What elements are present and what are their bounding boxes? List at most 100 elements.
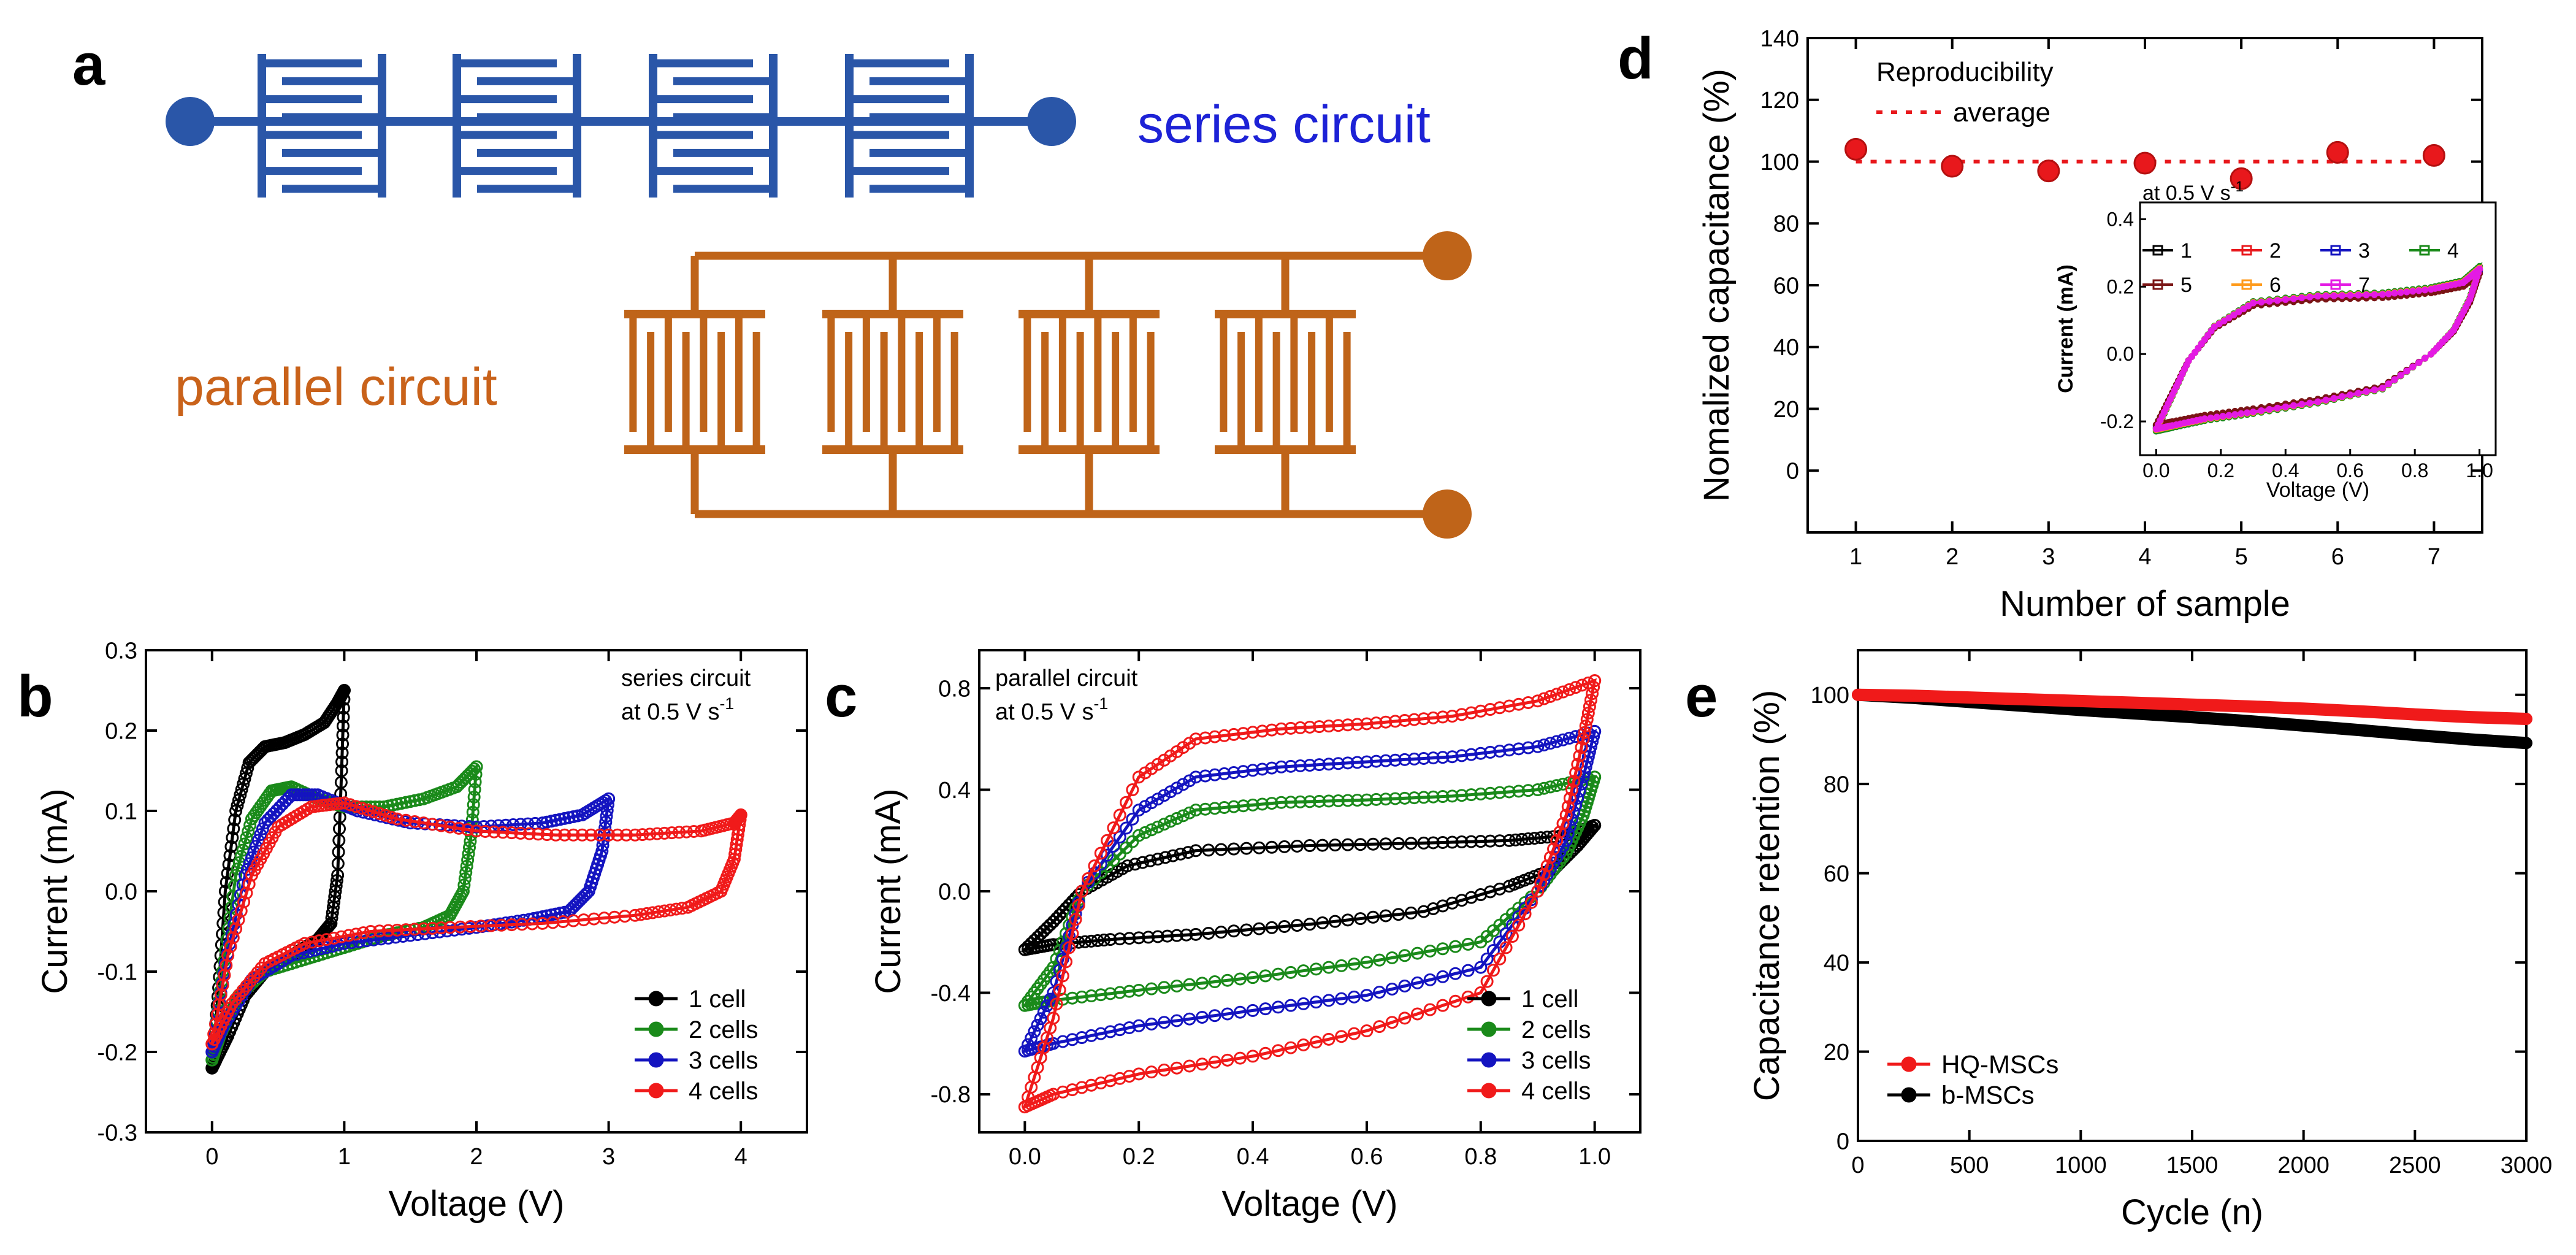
c-cv-point (1483, 703, 1497, 716)
parallel-finger (1272, 332, 1280, 454)
d-inset-y-tick-label: -0.2 (2100, 410, 2134, 432)
c-cv-point (1189, 732, 1202, 746)
c-cv-point (1075, 990, 1088, 1004)
b-cv-point (240, 886, 253, 900)
c-cv-point (1271, 1000, 1285, 1014)
c-cv-point (1294, 759, 1307, 772)
c-cv-point (1398, 713, 1412, 727)
c-cv-point (1474, 704, 1488, 718)
d-inset-cv-point (2347, 291, 2354, 299)
e-data-point (2134, 711, 2139, 716)
b-legend-marker (648, 1021, 664, 1037)
d-data-point (2326, 140, 2349, 164)
b-cv-point (593, 828, 606, 842)
c-cv-point (1237, 799, 1250, 813)
b-cv-point (454, 775, 468, 789)
c-cv-point (1037, 1005, 1050, 1019)
e-data-point (2134, 700, 2139, 705)
d-inset-cv-point (2363, 388, 2370, 395)
d-inset-legend-label: 2 (2269, 239, 2281, 263)
e-legend-marker (1901, 1087, 1917, 1103)
d-inset-cv-point (2266, 297, 2273, 305)
c-cv-point (1120, 796, 1133, 809)
parallel-finger (735, 310, 743, 432)
c-cv-point (1246, 798, 1259, 812)
c-cv-point (1085, 934, 1098, 948)
c-cv-point (1360, 717, 1374, 731)
b-cv-point (336, 728, 350, 742)
c-cv-point (1113, 1023, 1126, 1037)
e-data-point (2190, 702, 2195, 707)
d-inset-cv-point (2403, 288, 2410, 296)
chart-d-reproducibility: 1 2 3 4 5 6 7 0 20 40 60 80 100 120 140 Number of sampl… (1697, 26, 2497, 624)
c-cv-point (1341, 838, 1355, 851)
c-cv-point (1297, 964, 1310, 978)
b-cv-point (240, 831, 253, 845)
c-cv-point (1082, 872, 1095, 885)
b-cv-point (470, 760, 483, 773)
d-inset-cv-point (2322, 396, 2329, 404)
d-inset-cv-point (2403, 367, 2410, 375)
b-cv-point (458, 872, 472, 886)
e-data-point (2356, 727, 2362, 733)
e-x-tick-label: 2500 (2389, 1153, 2441, 1178)
b-cv-point (367, 805, 380, 818)
b-legend-label: 4 cells (689, 1078, 758, 1105)
b-cv-point (575, 891, 589, 905)
b-cv-point (729, 843, 743, 856)
d-inset-cv-point (2238, 410, 2245, 417)
b-cv-point (582, 885, 595, 898)
b-cv-point (313, 934, 326, 948)
series-finger (869, 77, 974, 85)
c-cv-point (1474, 961, 1488, 974)
d-inset-cv-point (2355, 390, 2362, 397)
c-cv-point (1461, 964, 1475, 977)
b-cv-point (232, 913, 245, 927)
d-inset-cv-point (2339, 393, 2346, 401)
series-finger (673, 113, 778, 121)
parallel-cell-bus-bottom (624, 445, 765, 454)
c-cv-point (1199, 802, 1212, 816)
c-cv-point (1515, 832, 1529, 846)
c-cv-point (1218, 767, 1231, 780)
b-cv-point (470, 824, 483, 838)
c-cv-point (1113, 932, 1126, 946)
d-inset-cv-point (2298, 294, 2306, 302)
series-finger (477, 185, 581, 193)
d-inset-y-tick-label: 0.2 (2107, 275, 2134, 297)
c-cv-point (1227, 842, 1240, 856)
d-data-point (1844, 137, 1868, 161)
b-cv-point (580, 887, 594, 900)
c-cv-point (1493, 745, 1507, 758)
c-cv-point (1341, 794, 1355, 807)
c-cv-point (1521, 784, 1535, 797)
c-cv-point (1132, 983, 1145, 997)
series-finger (869, 185, 974, 193)
c-cv-point (1189, 770, 1202, 784)
b-cv-point (459, 865, 473, 879)
series-finger (477, 148, 581, 157)
c-cv-point (1176, 778, 1190, 791)
b-x-tick-label: 1 (338, 1144, 351, 1170)
c-cv-point (1145, 1065, 1158, 1079)
parallel-finger (629, 310, 637, 432)
e-data-point (2022, 697, 2028, 702)
parallel-finger (700, 310, 708, 432)
b-cv-point (242, 877, 256, 891)
c-cv-point (1259, 1002, 1272, 1016)
c-cv-point (1246, 1050, 1259, 1063)
d-y-tick-label: 20 (1773, 397, 1799, 423)
d-inset-legend-label: 7 (2358, 274, 2370, 297)
d-inset-legend-marker (2330, 279, 2341, 290)
b-y-tick-label: -0.2 (97, 1040, 137, 1065)
c-cv-point (1502, 834, 1516, 847)
c-cv-point (1474, 787, 1488, 800)
c-cv-point (1085, 989, 1098, 1003)
b-y-tick-label: 0.3 (105, 638, 137, 664)
b-cv-point (443, 820, 457, 834)
c-cv-point (1455, 789, 1469, 802)
e-data-point (1966, 695, 1972, 700)
c-cv-point (1398, 1011, 1412, 1025)
c-cv-point (1246, 764, 1259, 777)
d-inset-cv-point (2421, 355, 2429, 362)
